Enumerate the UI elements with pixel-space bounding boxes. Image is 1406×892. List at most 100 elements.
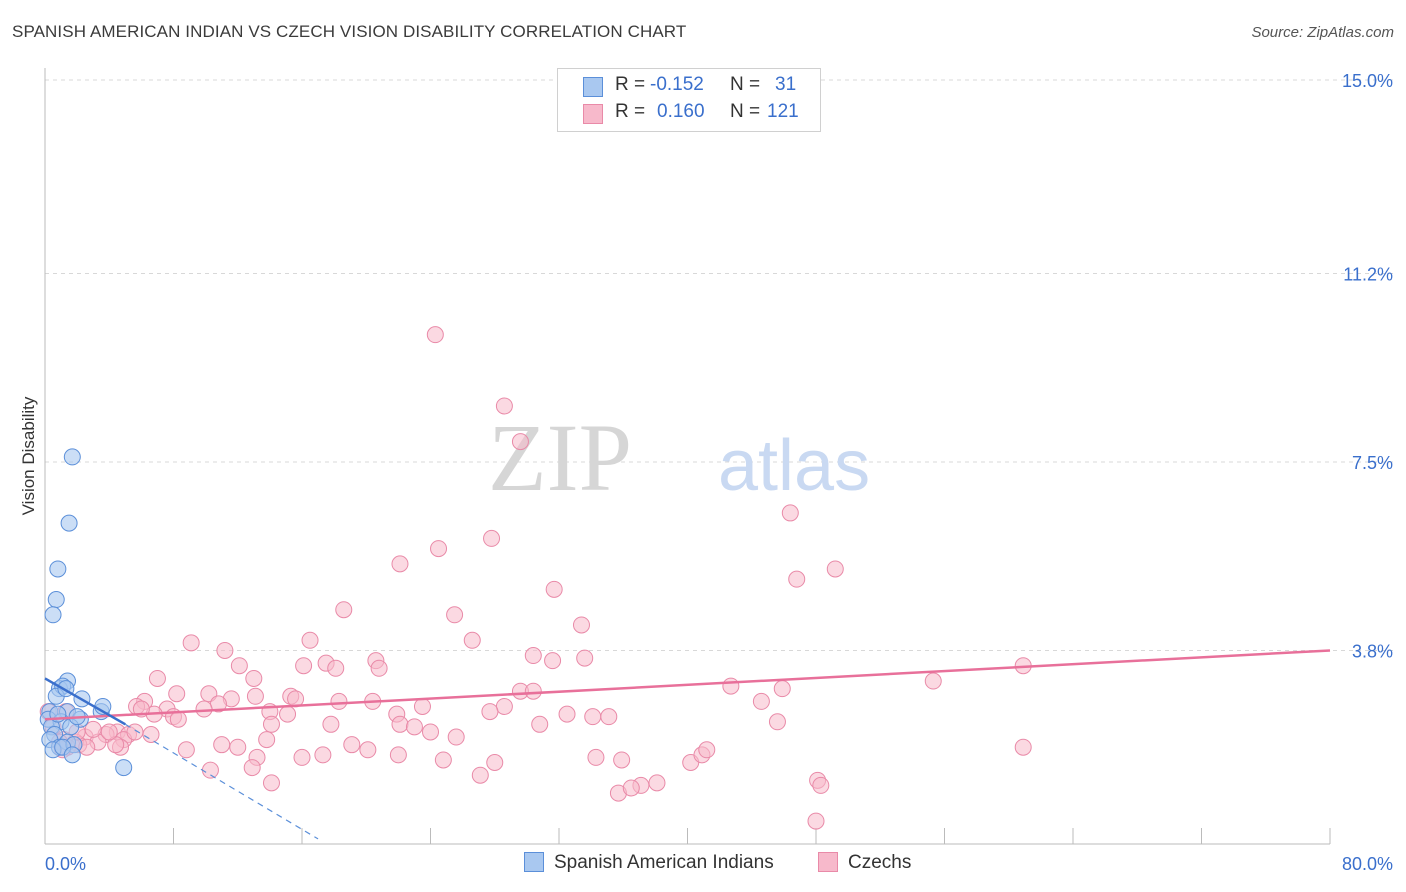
watermark: ZIP atlas: [488, 404, 870, 511]
czechs-point: [781, 504, 799, 522]
legend-r-value: -0.152: [650, 74, 704, 95]
grid-lines: [45, 79, 1395, 651]
czechs-point: [788, 570, 806, 588]
czechs-point: [924, 672, 942, 690]
czechs-point: [576, 649, 594, 667]
czechs-point: [768, 713, 786, 731]
czechs-point: [295, 657, 313, 675]
czechs-point: [471, 766, 489, 784]
bottom-legend-label: Czechs: [848, 852, 912, 873]
spanish-american-indians-points: [39, 448, 133, 777]
bottom-legend-swatch-pink: [818, 852, 838, 872]
czechs-point: [100, 723, 118, 741]
czechs-point: [245, 669, 263, 687]
czechs-point: [327, 659, 345, 677]
czechs-point: [447, 728, 465, 746]
czechs-point: [84, 720, 102, 738]
czechs-point: [243, 759, 261, 777]
czechs-point: [182, 634, 200, 652]
czechs-point: [262, 715, 280, 733]
czechs-point: [335, 601, 353, 619]
czechs-point: [230, 657, 248, 675]
czechs-point: [229, 738, 247, 756]
y-axis-label: Vision Disability: [19, 396, 38, 515]
czechs-point: [613, 751, 631, 769]
spanish-american-indians-trend-extension: [125, 723, 319, 840]
czechs-point: [511, 433, 529, 451]
y-tick-label: 3.8%: [1352, 641, 1393, 661]
czechs-point: [752, 692, 770, 710]
czechs-point: [177, 741, 195, 759]
czechs-point: [722, 677, 740, 695]
czechs-point: [195, 700, 213, 718]
axes: [44, 68, 1331, 845]
czechs-point: [698, 741, 716, 759]
spanish-american-indians-point: [63, 448, 81, 466]
bottom-legend-label: Spanish American Indians: [554, 852, 774, 873]
czechs-point: [572, 616, 590, 634]
czechs-point: [391, 715, 409, 733]
czechs-point: [773, 680, 791, 698]
czechs-point: [213, 736, 231, 754]
czechs-point: [370, 659, 388, 677]
czechs-point: [216, 641, 234, 659]
legend-swatch-blue: [583, 77, 603, 97]
czechs-trend-line: [44, 649, 1331, 721]
spanish-american-indians-point: [60, 514, 78, 532]
czechs-point: [142, 725, 160, 743]
legend-n-label: N =: [730, 101, 761, 122]
y-tick-label: 11.2%: [1343, 265, 1393, 285]
czechs-point: [413, 697, 431, 715]
czechs-point: [558, 705, 576, 723]
czechs-point: [826, 560, 844, 578]
y-tick-label: 7.5%: [1352, 453, 1393, 473]
czechs-point: [495, 397, 513, 415]
czechs-point: [600, 708, 618, 726]
legend-row-spanish-american-indians: R = -0.152 N = 31: [558, 74, 820, 100]
czechs-point: [301, 631, 319, 649]
correlation-legend: R = -0.152 N = 31 R = 0.160 N = 121: [557, 68, 821, 132]
x-tick-label: 0.0%: [45, 854, 86, 874]
axis-ticks: 3.8% 7.5% 11.2% 15.0% 0.0% 80.0%: [45, 71, 1393, 874]
czechs-point: [359, 741, 377, 759]
czechs-point: [343, 736, 361, 754]
legend-swatch-pink: [583, 104, 603, 124]
czechs-point: [314, 746, 332, 764]
trend-lines: [44, 649, 1331, 840]
legend-row-czechs: R = 0.160 N = 121: [558, 101, 820, 127]
bottom-legend-czechs: Czechs: [818, 852, 911, 874]
czechs-point: [531, 715, 549, 733]
spanish-american-indians-point: [115, 759, 133, 777]
czechs-point: [262, 774, 280, 792]
czechs-point: [389, 746, 407, 764]
spanish-american-indians-point: [49, 560, 67, 578]
bottom-legend-swatch-blue: [524, 852, 544, 872]
czechs-point: [486, 754, 504, 772]
czechs-point: [201, 761, 219, 779]
watermark-zip: ZIP: [488, 404, 632, 511]
czechs-point: [545, 580, 563, 598]
czechs-point: [168, 685, 186, 703]
czechs-point: [495, 697, 513, 715]
czechs-point: [148, 669, 166, 687]
spanish-american-indians-point: [47, 591, 65, 609]
czechs-point: [391, 555, 409, 573]
czechs-point: [622, 779, 640, 797]
spanish-american-indians-trend-line: [44, 677, 126, 726]
spanish-american-indians-point: [44, 606, 62, 624]
watermark-atlas: atlas: [718, 426, 870, 506]
legend-n-value: 121: [767, 101, 799, 122]
czechs-point: [524, 647, 542, 665]
legend-r-label: R =: [615, 74, 646, 95]
czechs-points: [39, 326, 1032, 830]
czechs-point: [483, 529, 501, 547]
czechs-point: [430, 540, 448, 558]
czechs-point: [258, 731, 276, 749]
czechs-point: [587, 748, 605, 766]
czechs-point: [807, 812, 825, 830]
czechs-point: [426, 326, 444, 344]
czechs-point: [481, 703, 499, 721]
spanish-american-indians-point: [63, 746, 81, 764]
czechs-point: [446, 606, 464, 624]
